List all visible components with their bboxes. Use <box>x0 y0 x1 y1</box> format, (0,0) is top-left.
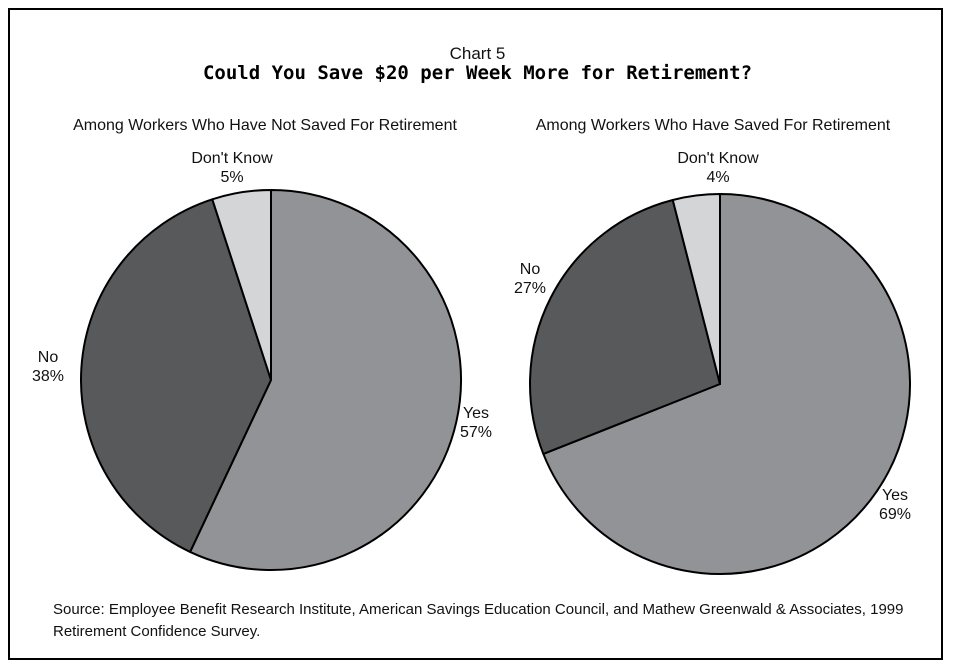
slice-value-don-t-know: 5% <box>220 169 243 186</box>
slice-value-yes: 57% <box>460 424 492 441</box>
chart-title: Could You Save $20 per Week More for Ret… <box>202 62 753 84</box>
chart-number-label: Chart 5 <box>449 44 506 63</box>
slice-label-no: No <box>38 349 59 366</box>
slice-value-no: 38% <box>32 368 64 385</box>
slice-value-yes: 69% <box>879 506 911 523</box>
slice-label-don-t-know: Don't Know <box>677 150 759 167</box>
pie-title-saved: Among Workers Who Have Saved For Retirem… <box>536 117 891 134</box>
pie-not-saved: Yes 57% No 38% Don't Know 5% <box>32 150 492 571</box>
slice-label-yes: Yes <box>882 487 908 504</box>
pie-saved: Yes 69% No 27% Don't Know 4% <box>514 150 911 575</box>
pie-slice-don-t-know <box>211 189 272 381</box>
source-note: Source: Employee Benefit Research Instit… <box>53 601 904 640</box>
slice-value-no: 27% <box>514 280 546 297</box>
pie-slice-yes <box>542 193 911 575</box>
slice-label-yes: Yes <box>463 405 489 422</box>
pie-slice-no <box>529 198 721 455</box>
slice-label-no: No <box>520 261 541 278</box>
slice-value-don-t-know: 4% <box>706 169 729 186</box>
pie-slice-yes <box>189 189 462 571</box>
pie-slice-don-t-know <box>671 193 721 385</box>
pie-slice-no <box>80 198 272 553</box>
slice-label-don-t-know: Don't Know <box>191 150 273 167</box>
pie-title-not-saved: Among Workers Who Have Not Saved For Ret… <box>73 117 457 134</box>
